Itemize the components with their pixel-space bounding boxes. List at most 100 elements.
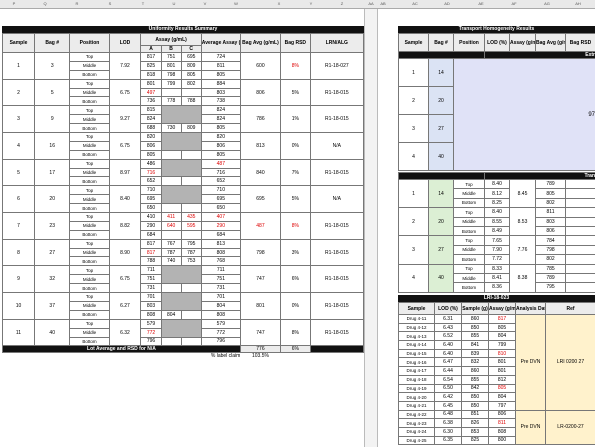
lod-cell[interactable]: 6.31	[434, 314, 462, 324]
sample-cell[interactable]: 1	[398, 58, 429, 87]
sample-cell[interactable]: Drug 4-12	[398, 322, 435, 333]
column-letter[interactable]: P	[12, 1, 16, 6]
assay-blank-cell[interactable]	[160, 105, 202, 125]
assay-a-cell[interactable]: 751	[140, 274, 162, 285]
assay-b-cell[interactable]	[160, 283, 182, 294]
bag-cell[interactable]: 27	[428, 235, 454, 265]
sample-g-cell[interactable]: 841	[461, 340, 489, 350]
bag-avg-cell[interactable]: 487	[239, 212, 282, 240]
average-assay-cell[interactable]: 290	[200, 220, 241, 231]
assay-c-cell[interactable]	[180, 229, 202, 240]
assay-a-cell[interactable]: 772	[140, 327, 162, 338]
average-assay-cell[interactable]: 768	[200, 256, 241, 267]
lod-cell[interactable]: 6.27	[108, 292, 142, 320]
lrn-cell[interactable]: N/A	[309, 185, 365, 214]
column-letter[interactable]: AA	[368, 1, 374, 6]
sample-g-cell[interactable]: 855	[461, 331, 489, 342]
bag-rsd-cell[interactable]: 7%	[280, 158, 311, 187]
assay-a-cell[interactable]: 818	[140, 69, 162, 80]
bag-cell[interactable]: 23	[33, 212, 71, 240]
average-assay-cell[interactable]: 724	[200, 52, 241, 62]
assay-a-cell[interactable]: 805	[140, 149, 162, 160]
bag-rsd-cell[interactable]: 3%	[280, 238, 311, 267]
sample-g-cell[interactable]: 850	[461, 392, 489, 402]
table-row[interactable]: 6 20 Top 8.40 710 710 695 5% N/A	[2, 185, 365, 214]
position-cell[interactable]: Bottom	[69, 229, 110, 240]
assay-a-cell[interactable]: 688	[140, 123, 162, 134]
assay-cell[interactable]: 797	[488, 400, 516, 411]
sample-cell[interactable]: 3	[398, 235, 429, 265]
assay-c-cell[interactable]: 805	[180, 69, 202, 80]
assay-a-cell[interactable]: 716	[140, 167, 162, 178]
column-letter[interactable]: AE	[478, 1, 484, 6]
sample-cell[interactable]: Drug 4-25	[398, 435, 435, 446]
table-row[interactable]: 10 37 Top 6.27 701 701 801 0% R1-18-015	[2, 292, 365, 320]
assay-cell[interactable]: 801	[488, 357, 516, 368]
assay-cell[interactable]: 803	[535, 216, 567, 227]
band-label[interactable]: Extr	[484, 51, 595, 59]
position-cell[interactable]: Bottom	[69, 123, 110, 134]
bag-rsd-cell[interactable]: 6%	[280, 265, 311, 294]
table-row[interactable]: 2 5 Top 6.75 801 799 802 884 806 5% R1-18-015	[2, 78, 365, 107]
position-cell[interactable]: Top	[69, 292, 110, 302]
assay-a-cell[interactable]: 711	[140, 265, 162, 276]
sample-cell[interactable]: 3	[398, 114, 429, 143]
column-letter[interactable]: AB	[380, 1, 386, 6]
header-sample[interactable]: Sample	[398, 302, 435, 315]
assay-c-cell[interactable]	[180, 203, 202, 214]
assay-c-cell[interactable]	[180, 336, 202, 347]
bag-cell[interactable]: 40	[428, 142, 454, 171]
assay-a-cell[interactable]: 695	[140, 194, 162, 205]
assay-b-cell[interactable]	[160, 336, 182, 347]
average-assay-cell[interactable]: 711	[200, 265, 241, 276]
position-cell[interactable]: Bottom	[69, 256, 110, 267]
table-row[interactable]: 2 20	[398, 86, 595, 115]
sample-cell[interactable]: 5	[2, 158, 35, 187]
table-row[interactable]: 4 16 Top 6.75 820 820 813 0% N/A	[2, 132, 365, 160]
sample-cell[interactable]: 9	[2, 265, 35, 294]
assay-b-cell[interactable]: 801	[160, 60, 182, 71]
assay-b-cell[interactable]: 799	[160, 78, 182, 89]
sample-cell[interactable]: Drug 4-18	[398, 374, 435, 385]
table-row[interactable]: 3 27	[398, 114, 595, 143]
lot-footer-spacer[interactable]	[309, 345, 365, 354]
assay-a-cell[interactable]: 579	[140, 318, 162, 329]
assay-cell[interactable]: 800	[488, 435, 516, 446]
assay-cell[interactable]: 789	[535, 272, 567, 284]
sample-cell[interactable]: 4	[398, 263, 429, 293]
assay-a-cell[interactable]: 796	[140, 336, 162, 347]
assay-b-cell[interactable]: 640	[160, 220, 182, 231]
assay-c-cell[interactable]: 809	[180, 60, 202, 71]
assay-cell[interactable]: 805	[488, 322, 516, 333]
column-letter[interactable]: AG	[544, 1, 550, 6]
average-assay-cell[interactable]: 805	[200, 149, 241, 160]
lot-average-label[interactable]: Lot Average and RSD for N/A	[2, 345, 241, 354]
table-row[interactable]: 7 23 Top 8.82 410 411 435 407 487 8% R1-18-015	[2, 212, 365, 240]
column-letter[interactable]: AF	[511, 1, 517, 6]
lot-rsd-value[interactable]: 6%	[280, 345, 311, 354]
assay-cell[interactable]: 785	[535, 263, 567, 274]
table-row[interactable]: Drug 4-11 6.31 860 817 Pre DVN LRI 0200 27	[398, 314, 595, 411]
average-assay-cell[interactable]: 731	[200, 283, 241, 294]
average-assay-cell[interactable]: 407	[200, 212, 241, 222]
sample-g-cell[interactable]: 860	[461, 314, 489, 324]
position-cell[interactable]: Bottom	[69, 149, 110, 160]
sample-g-cell[interactable]: 842	[461, 383, 489, 394]
assay-cell[interactable]: 802	[535, 254, 567, 265]
sample-g-cell[interactable]: 839	[461, 348, 489, 359]
table-row[interactable]: 4 40 Top 8.33 8.38 785	[398, 263, 595, 293]
label-claim-label[interactable]: % label claim	[210, 353, 241, 360]
lod-cell[interactable]: 8.41	[484, 272, 511, 284]
lod-cell[interactable]: 6.40	[434, 340, 462, 350]
assay-a-cell[interactable]: 650	[140, 203, 162, 214]
lod-avg-cell[interactable]: 7.76	[509, 235, 537, 265]
assay-c-cell[interactable]	[180, 176, 202, 187]
assay-b-cell[interactable]: 730	[160, 123, 182, 134]
bag-cell[interactable]: 20	[428, 86, 454, 115]
header-assay[interactable]: Assay (g/mL)	[509, 33, 536, 52]
assay-cell[interactable]: 802	[535, 197, 567, 209]
lod-cell[interactable]: 8.90	[108, 238, 142, 267]
sample-cell[interactable]: Drug 4-22	[398, 409, 435, 420]
column-letter[interactable]: AD	[444, 1, 450, 6]
assay-a-cell[interactable]: 788	[140, 256, 162, 267]
